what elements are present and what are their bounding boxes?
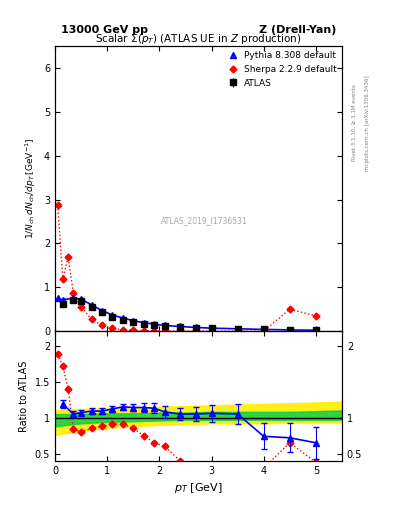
Pythia 8.308 default	[287, 327, 292, 333]
Pythia 8.308 default	[209, 325, 214, 331]
Sherpa 2.2.9 default	[110, 325, 115, 331]
Sherpa 2.2.9 default	[55, 202, 60, 208]
Sherpa 2.2.9 default	[162, 328, 167, 334]
Pythia 8.308 default	[162, 323, 167, 329]
Legend: Pythia 8.308 default, Sherpa 2.2.9 default, ATLAS: Pythia 8.308 default, Sherpa 2.2.9 defau…	[223, 48, 340, 91]
Sherpa 2.2.9 default	[152, 328, 156, 334]
Pythia 8.308 default	[152, 321, 156, 327]
Pythia 8.308 default	[61, 296, 65, 303]
Pythia 8.308 default	[193, 325, 198, 331]
Sherpa 2.2.9 default	[235, 328, 240, 334]
Pythia 8.308 default	[235, 326, 240, 332]
Text: Rivet 3.1.10, ≥ 3.1M events: Rivet 3.1.10, ≥ 3.1M events	[352, 84, 357, 161]
Sherpa 2.2.9 default	[131, 327, 136, 333]
Pythia 8.308 default	[55, 295, 60, 302]
Pythia 8.308 default	[79, 296, 83, 302]
Sherpa 2.2.9 default	[141, 328, 146, 334]
Pythia 8.308 default	[314, 327, 318, 333]
Sherpa 2.2.9 default	[121, 327, 125, 333]
Pythia 8.308 default	[178, 324, 183, 330]
Sherpa 2.2.9 default	[178, 328, 183, 334]
Line: Sherpa 2.2.9 default: Sherpa 2.2.9 default	[55, 203, 318, 334]
Pythia 8.308 default	[121, 315, 125, 321]
Sherpa 2.2.9 default	[193, 328, 198, 334]
Sherpa 2.2.9 default	[79, 304, 83, 310]
Line: Pythia 8.308 default: Pythia 8.308 default	[55, 295, 319, 333]
Sherpa 2.2.9 default	[261, 328, 266, 334]
Y-axis label: $1/N_\mathrm{ch}\,dN_\mathrm{ch}/dp_T\,[\mathrm{GeV}^{-1}]$: $1/N_\mathrm{ch}\,dN_\mathrm{ch}/dp_T\,[…	[24, 138, 39, 239]
Pythia 8.308 default	[71, 295, 75, 302]
Text: Z (Drell-Yan): Z (Drell-Yan)	[259, 25, 336, 35]
Pythia 8.308 default	[131, 317, 136, 324]
Pythia 8.308 default	[110, 312, 115, 318]
Text: 13000 GeV pp: 13000 GeV pp	[61, 25, 148, 35]
Y-axis label: Ratio to ATLAS: Ratio to ATLAS	[19, 360, 29, 432]
Text: mcplots.cern.ch [arXiv:1306.3436]: mcplots.cern.ch [arXiv:1306.3436]	[365, 75, 371, 170]
Sherpa 2.2.9 default	[209, 328, 214, 334]
Sherpa 2.2.9 default	[61, 276, 65, 283]
Sherpa 2.2.9 default	[314, 313, 318, 319]
Title: Scalar $\Sigma(p_T)$ (ATLAS UE in $Z$ production): Scalar $\Sigma(p_T)$ (ATLAS UE in $Z$ pr…	[95, 32, 302, 46]
Sherpa 2.2.9 default	[66, 253, 70, 260]
Sherpa 2.2.9 default	[71, 289, 75, 295]
X-axis label: $p_T$ [GeV]: $p_T$ [GeV]	[174, 481, 223, 495]
Pythia 8.308 default	[99, 308, 104, 314]
Text: ATLAS_2019_I1736531: ATLAS_2019_I1736531	[161, 216, 248, 225]
Pythia 8.308 default	[141, 319, 146, 326]
Pythia 8.308 default	[261, 326, 266, 332]
Pythia 8.308 default	[89, 302, 94, 308]
Sherpa 2.2.9 default	[99, 323, 104, 329]
Sherpa 2.2.9 default	[89, 316, 94, 323]
Sherpa 2.2.9 default	[287, 306, 292, 312]
